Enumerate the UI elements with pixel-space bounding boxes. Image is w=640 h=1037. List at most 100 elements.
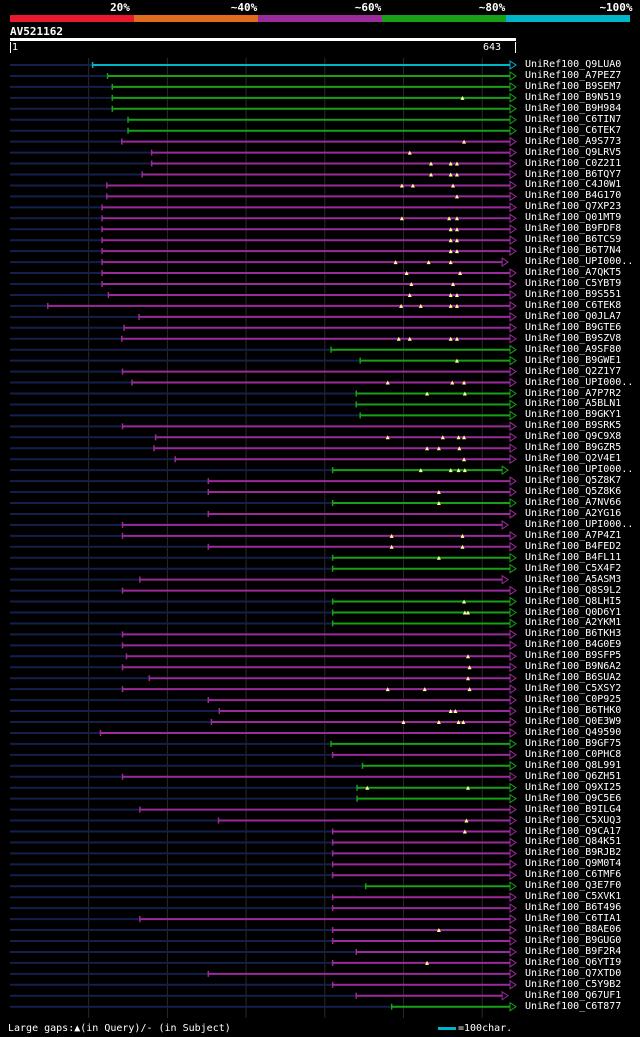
hit-label[interactable]: UniRef100_Q8S9L2: [525, 584, 622, 596]
hit-label[interactable]: UniRef100_B9N519: [525, 91, 622, 103]
hit-label[interactable]: UniRef100_A7QKT5: [525, 267, 622, 279]
hit-label[interactable]: UniRef100_B6TQY7: [525, 168, 622, 180]
hit-label[interactable]: UniRef100_C6T877: [525, 1000, 622, 1012]
hit-label[interactable]: UniRef100_Q01MT9: [525, 212, 622, 224]
hit-label[interactable]: UniRef100_Q0E3W9: [525, 716, 622, 727]
hit-arrow: [509, 388, 517, 399]
query-gap-marker: [454, 292, 459, 297]
hit-label[interactable]: UniRef100_B9H984: [525, 102, 622, 114]
hit-arrow: [509, 662, 517, 673]
hit-label[interactable]: UniRef100_Q49590: [525, 726, 622, 738]
hit-label[interactable]: UniRef100_B9RJB2: [525, 847, 622, 859]
hit-label[interactable]: UniRef100_Q5Z8K7: [525, 475, 622, 487]
hit-label[interactable]: UniRef100_B6T7N4: [525, 245, 622, 257]
hit-label[interactable]: UniRef100_A9S773: [525, 135, 622, 147]
hit-label[interactable]: UniRef100_Q9M0T4: [525, 858, 622, 870]
hit-arrow: [509, 541, 517, 552]
hit-label[interactable]: UniRef100_B9F2R4: [525, 945, 622, 957]
hit-label[interactable]: UniRef100_C5XSY2: [525, 683, 622, 695]
hit-label[interactable]: UniRef100_Q7XTD0: [525, 967, 622, 979]
hit-label[interactable]: UniRef100_C0Z2I1: [525, 157, 622, 169]
hit-label[interactable]: UniRef100_B6SUA2: [525, 672, 622, 684]
hit-label[interactable]: UniRef100_UPI000..: [525, 464, 634, 476]
query-gap-marker: [465, 785, 470, 790]
hit-label[interactable]: UniRef100_Q9XI25: [525, 781, 622, 793]
hit-label[interactable]: UniRef100_UPI000..: [525, 256, 634, 268]
query-gap-marker: [410, 183, 415, 188]
hit-label[interactable]: UniRef100_Q8LHI5: [525, 595, 622, 607]
hit-label[interactable]: UniRef100_A2YKM1: [525, 617, 622, 629]
hit-label[interactable]: UniRef100_A7NV66: [525, 497, 622, 508]
hit-label[interactable]: UniRef100_Q6YTI9: [525, 956, 622, 968]
hit-label[interactable]: UniRef100_C6TEK8: [525, 299, 622, 311]
hit-label[interactable]: UniRef100_C6TIA1: [525, 913, 622, 925]
query-gap-marker: [462, 610, 467, 615]
hit-label[interactable]: UniRef100_B9S551: [525, 288, 622, 300]
hit-label[interactable]: UniRef100_C5Y9B2: [525, 978, 622, 990]
hit-label[interactable]: UniRef100_Q9LRV5: [525, 146, 622, 158]
hit-label[interactable]: UniRef100_B9GWE1: [525, 354, 622, 366]
hit-arrow: [509, 706, 517, 716]
hit-label[interactable]: UniRef100_B6THK0: [525, 705, 622, 717]
hit-label[interactable]: UniRef100_B9FDF8: [525, 223, 622, 235]
hit-label[interactable]: UniRef100_B9SFP5: [525, 650, 622, 662]
hit-arrow: [509, 421, 517, 432]
hit-label[interactable]: UniRef100_C5XUQ3: [525, 814, 622, 826]
hit-label[interactable]: UniRef100_B4FED2: [525, 540, 622, 552]
hit-label[interactable]: UniRef100_Q0D6Y1: [525, 606, 622, 618]
hit-label[interactable]: UniRef100_Q6ZH51: [525, 770, 622, 782]
query-gap-marker: [462, 829, 467, 834]
hit-label[interactable]: UniRef100_Q9LUA0: [525, 59, 622, 70]
query-gap-marker: [448, 303, 453, 308]
hit-label[interactable]: UniRef100_Q2Z1Y7: [525, 365, 622, 377]
hit-label[interactable]: UniRef100_B9GF75: [525, 737, 622, 749]
hit-label[interactable]: UniRef100_B9SEM7: [525, 80, 622, 92]
hit-label[interactable]: UniRef100_A2YG16: [525, 507, 622, 519]
hit-label[interactable]: UniRef100_A9SF80: [525, 343, 622, 355]
hit-label[interactable]: UniRef100_Q84K51: [525, 836, 622, 848]
hit-label[interactable]: UniRef100_Q0JLA7: [525, 310, 622, 322]
hit-label[interactable]: UniRef100_Q3E7F0: [525, 880, 622, 892]
hit-label[interactable]: UniRef100_A7PEZ7: [525, 69, 622, 81]
hit-label[interactable]: UniRef100_B9SRK5: [525, 420, 622, 432]
hit-label[interactable]: UniRef100_A7P7R2: [525, 387, 622, 399]
hit-label[interactable]: UniRef100_B6TKH3: [525, 628, 622, 640]
hit-label[interactable]: UniRef100_UPI000..: [525, 518, 634, 530]
hit-label[interactable]: UniRef100_B4G170: [525, 190, 622, 202]
hit-label[interactable]: UniRef100_Q5Z8K6: [525, 486, 622, 498]
hit-label[interactable]: UniRef100_B6T496: [525, 902, 622, 914]
hit-label[interactable]: UniRef100_C6TEK7: [525, 124, 622, 136]
hit-label[interactable]: UniRef100_C0P925: [525, 694, 622, 706]
hit-label[interactable]: UniRef100_C5X4F2: [525, 562, 622, 574]
hit-label[interactable]: UniRef100_UPI000..: [525, 376, 634, 388]
hit-label[interactable]: UniRef100_B9SZV8: [525, 332, 622, 344]
hit-label[interactable]: UniRef100_Q8L991: [525, 759, 622, 771]
hit-label[interactable]: UniRef100_B8AE06: [525, 924, 622, 936]
hit-label[interactable]: UniRef100_B6TCS9: [525, 234, 622, 246]
hit-label[interactable]: UniRef100_B9GZR5: [525, 442, 622, 454]
hit-label[interactable]: UniRef100_Q2V4E1: [525, 453, 622, 465]
hit-label[interactable]: UniRef100_Q67UF1: [525, 989, 622, 1001]
hit-label[interactable]: UniRef100_B9GKY1: [525, 409, 622, 421]
hit-label[interactable]: UniRef100_B4FL11: [525, 551, 622, 563]
hit-label[interactable]: UniRef100_C5YBT9: [525, 278, 622, 289]
hit-label[interactable]: UniRef100_C5XVK1: [525, 891, 622, 903]
hit-label[interactable]: UniRef100_B9ILG4: [525, 803, 622, 815]
hit-label[interactable]: UniRef100_A5BLN1: [525, 398, 622, 410]
hit-label[interactable]: UniRef100_Q9CA17: [525, 825, 622, 837]
hit-label[interactable]: UniRef100_C6TMF6: [525, 869, 622, 881]
hit-label[interactable]: UniRef100_C0PHC8: [525, 748, 622, 760]
hit-label[interactable]: UniRef100_B9GUG0: [525, 935, 622, 946]
hit-label[interactable]: UniRef100_B9N6A2: [525, 661, 622, 673]
hit-label[interactable]: UniRef100_Q9C5E6: [525, 792, 622, 804]
hit-label[interactable]: UniRef100_B9GTE6: [525, 321, 622, 333]
hit-label[interactable]: UniRef100_C6TIN7: [525, 113, 622, 125]
hit-label[interactable]: UniRef100_A7P4Z1: [525, 529, 622, 541]
hit-label[interactable]: UniRef100_Q7XP23: [525, 201, 622, 213]
hit-label[interactable]: UniRef100_C4J0W1: [525, 179, 622, 191]
hit-label[interactable]: UniRef100_A5ASM3: [525, 573, 622, 585]
hit-label[interactable]: UniRef100_Q9C9X8: [525, 431, 622, 443]
hit-label[interactable]: UniRef100_B4G0E9: [525, 639, 622, 651]
query-gap-marker: [436, 555, 441, 560]
